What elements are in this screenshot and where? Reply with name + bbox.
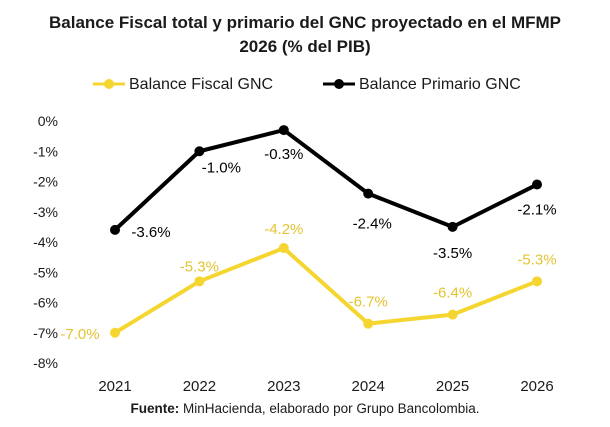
y-tick-label: -2% [33, 174, 58, 190]
y-tick-label: -8% [33, 355, 58, 371]
legend-fiscal-marker [104, 79, 114, 89]
data-label: -2.4% [353, 216, 392, 233]
legend-primario-marker [334, 79, 344, 89]
data-point [532, 179, 542, 190]
series-group [110, 125, 542, 338]
data-point [447, 221, 458, 232]
source-text: MinHacienda, elaborado por Grupo Bancolo… [179, 401, 479, 416]
data-label: -2.1% [517, 202, 556, 219]
x-tick-label: 2024 [352, 378, 385, 395]
data-label: -3.6% [131, 224, 170, 241]
source-note: Fuente: MinHacienda, elaborado por Grupo… [131, 401, 480, 416]
data-point [278, 243, 289, 254]
x-tick-label: 2021 [98, 378, 131, 395]
legend-fiscal-label: Balance Fiscal GNC [129, 76, 273, 93]
chart-title-line-1: Balance Fiscal total y primario del GNC … [49, 13, 561, 32]
data-point [194, 276, 205, 287]
y-tick-label: 0% [38, 113, 58, 129]
y-tick-label: -3% [33, 204, 58, 220]
x-axis: 2021 2022 2023 2024 2025 2026 [98, 378, 553, 395]
data-label: -5.3% [517, 251, 556, 268]
data-point [194, 146, 205, 157]
y-tick-label: -1% [33, 143, 58, 159]
x-tick-label: 2023 [267, 378, 300, 395]
legend-primario-label: Balance Primario GNC [359, 76, 521, 93]
data-label: -4.2% [264, 221, 303, 238]
data-point [110, 327, 120, 338]
data-label: -3.5% [433, 245, 472, 262]
source-label: Fuente: [131, 401, 180, 416]
data-labels: -7.0% -5.3% -4.2% -6.7% -6.4% -5.3% -3.6% -1.0%… [60, 146, 556, 343]
data-point [110, 224, 120, 235]
data-point [278, 125, 289, 136]
data-point [363, 188, 374, 199]
x-tick-label: 2026 [520, 378, 553, 395]
y-tick-label: -6% [33, 295, 58, 311]
x-tick-label: 2022 [183, 378, 216, 395]
legend: Balance Fiscal GNC Balance Primario GNC [93, 76, 521, 93]
data-label: -6.4% [433, 285, 472, 302]
data-label: -0.3% [264, 146, 303, 163]
data-point [363, 318, 374, 329]
series-line-1 [113, 128, 539, 232]
data-label: -5.3% [180, 258, 219, 275]
data-point [532, 276, 542, 287]
series-line-0 [113, 246, 539, 335]
data-label: -6.7% [349, 294, 388, 311]
x-tick-label: 2025 [436, 378, 469, 395]
y-tick-label: -7% [33, 325, 58, 341]
data-point [447, 309, 458, 320]
y-axis: 0% -1% -2% -3% -4% -5% -6% -7% -8% [33, 113, 58, 371]
data-label: -1.0% [202, 159, 241, 176]
data-label: -7.0% [60, 326, 99, 343]
chart-title-line-2: 2026 (% del PIB) [239, 37, 370, 56]
y-tick-label: -5% [33, 264, 58, 280]
y-tick-label: -4% [33, 234, 58, 250]
